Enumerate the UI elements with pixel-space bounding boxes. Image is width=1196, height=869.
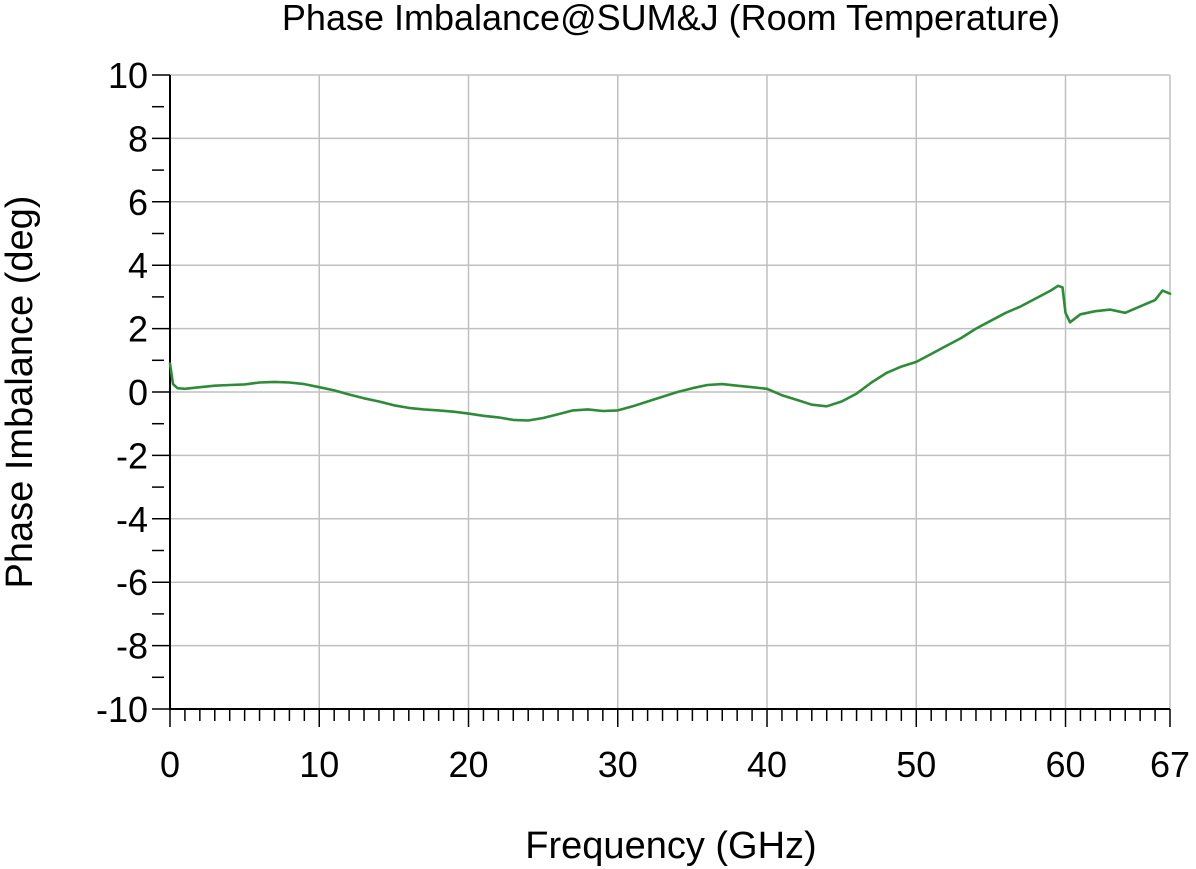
series-layer	[168, 284, 1172, 422]
x-tick-label: 20	[448, 744, 488, 785]
y-tick-label: 2	[128, 309, 148, 350]
y-axis-label: Phase Imbalance (deg)	[0, 196, 41, 589]
x-tick-label: 50	[896, 744, 936, 785]
x-tick-label: 60	[1045, 744, 1085, 785]
y-tick-label: 4	[128, 245, 148, 286]
x-tick-label: 40	[747, 744, 787, 785]
x-tick-label: 0	[160, 744, 180, 785]
y-tick-label: -4	[116, 499, 148, 540]
x-tick-label: 67	[1150, 744, 1190, 785]
y-tick-label: 0	[128, 372, 148, 413]
label-layer: Phase Imbalance@SUM&J (Room Temperature)…	[0, 0, 1060, 867]
y-tick-label: -10	[96, 689, 148, 730]
y-tick-label: 8	[128, 118, 148, 159]
y-tick-label: -8	[116, 626, 148, 667]
y-tick-label: 10	[108, 55, 148, 96]
x-tick-label: 30	[598, 744, 638, 785]
series-line-0	[168, 284, 1172, 422]
y-tick-label: 6	[128, 182, 148, 223]
y-tick-label: -6	[116, 562, 148, 603]
x-tick-label: 10	[299, 744, 339, 785]
y-tick-label: -2	[116, 435, 148, 476]
grid-layer	[170, 74, 1171, 709]
x-axis-label: Frequency (GHz)	[525, 825, 816, 867]
chart-title: Phase Imbalance@SUM&J (Room Temperature)	[282, 0, 1060, 38]
